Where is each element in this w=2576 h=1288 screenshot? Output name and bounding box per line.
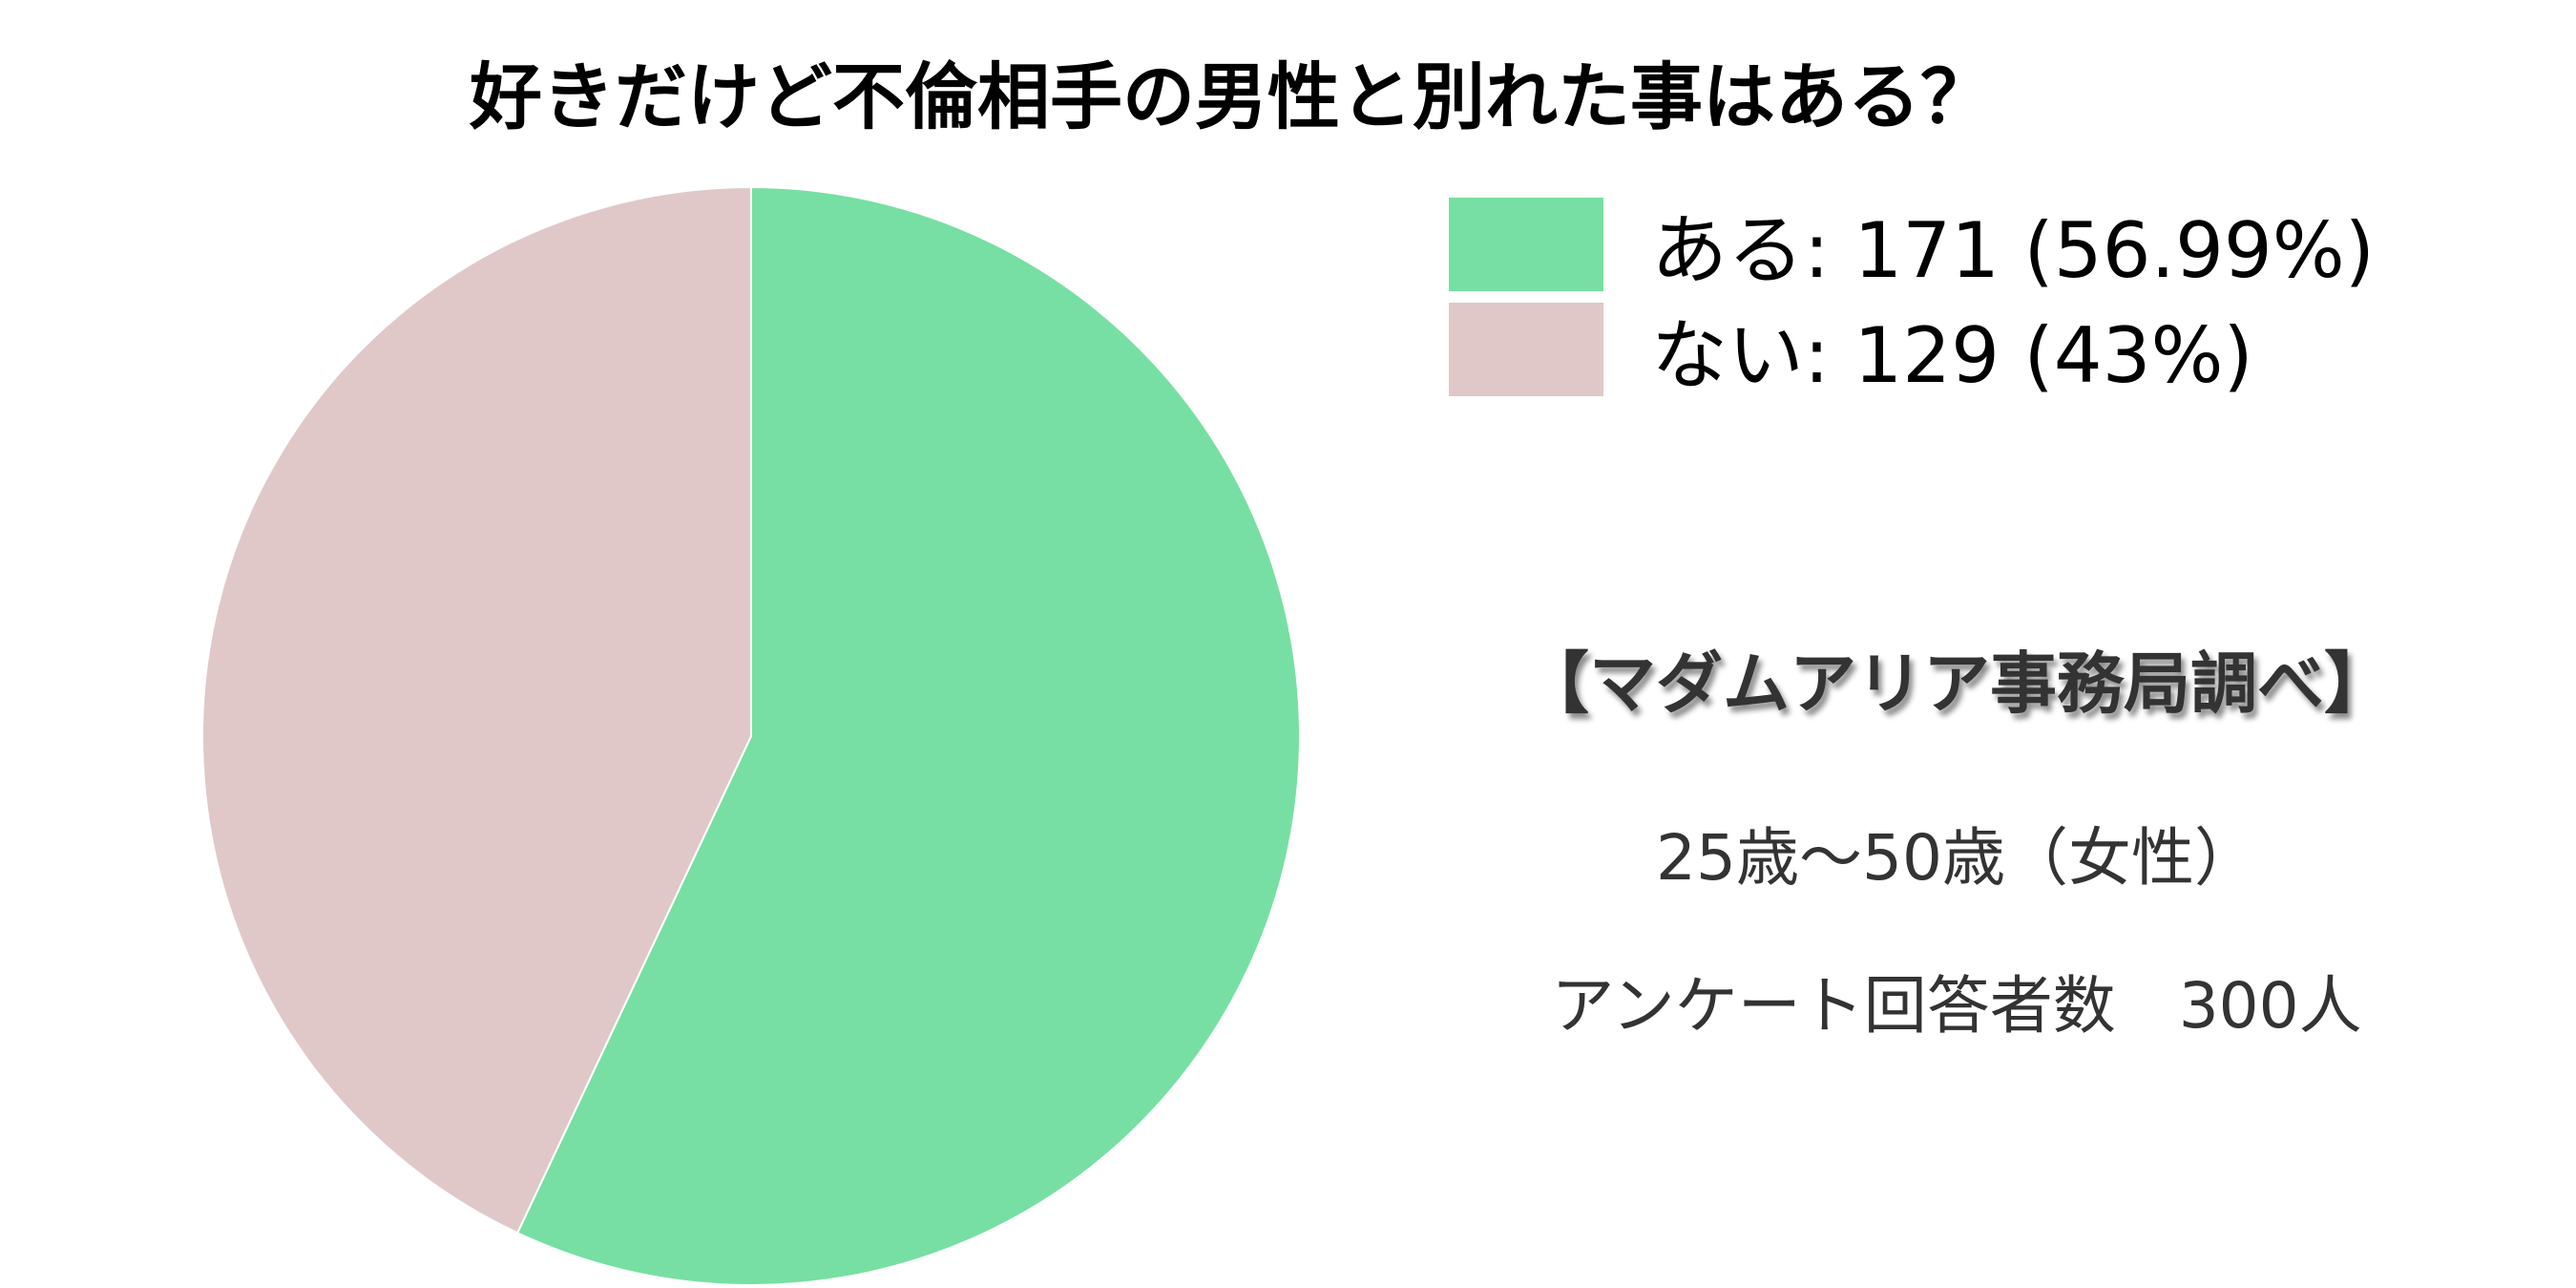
pie-chart (201, 185, 1301, 1286)
source-note: 【マダムアリア事務局調べ】 (1522, 644, 2391, 723)
legend-item-aru: ある: 171 (56.99%) (1449, 198, 2375, 295)
legend-item-nai: ない: 129 (43%) (1449, 303, 2253, 400)
legend-label: ない: 129 (43%) (1651, 311, 2253, 400)
age-range-note: 25歳～50歳（女性） (1656, 821, 2257, 895)
legend-label: ある: 171 (56.99%) (1651, 206, 2375, 295)
respondents-note: アンケート回答者数 300人 (1551, 969, 2362, 1043)
chart-title: 好きだけど不倫相手の男性と別れた事はある？ (470, 54, 1993, 139)
pie-slice-nai (201, 185, 752, 1235)
pie-slice-aru (515, 185, 1301, 1286)
legend-swatch-aru (1449, 198, 1603, 291)
legend-swatch-nai (1449, 303, 1603, 396)
